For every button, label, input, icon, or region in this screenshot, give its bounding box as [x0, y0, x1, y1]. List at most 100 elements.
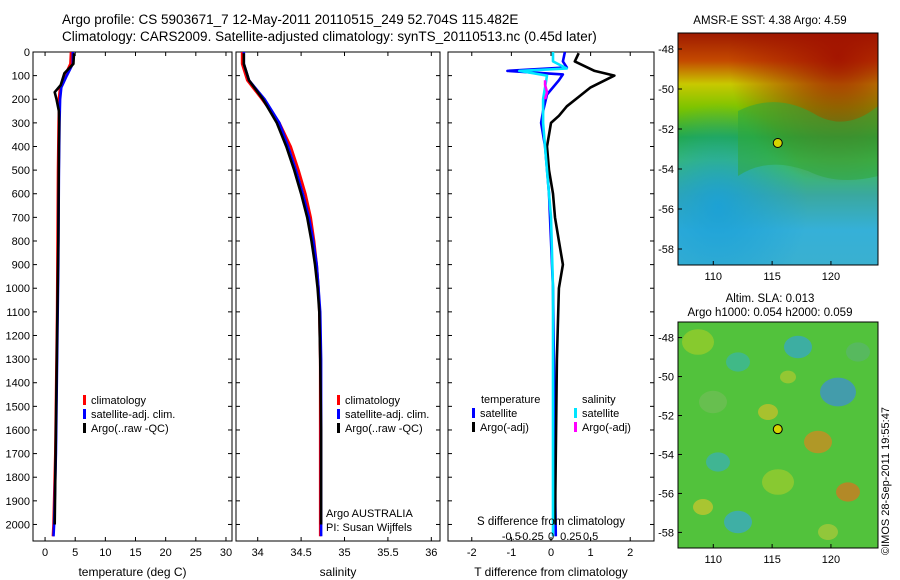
legend-label-diff-temperature: Argo(-adj) [480, 422, 529, 434]
y-tick-label: 900 [12, 260, 30, 272]
map-y-tick-label: -54 [658, 449, 674, 461]
y-tick-label: 0 [24, 47, 30, 59]
x-tick-label-temperature: 0 [42, 547, 48, 559]
x-axis-label-difference: T difference from climatology [474, 565, 628, 579]
map-x-tick-label: 115 [763, 554, 781, 566]
legend-label-diff-temperature: satellite [480, 408, 517, 420]
copyright-stamp: ©IMOS 28-Sep-2011 19:55:47 [880, 407, 892, 555]
legend-header-salinity: salinity [582, 394, 616, 406]
map-y-tick-label: -48 [658, 44, 674, 56]
legend-swatch-diff-temperature [472, 408, 475, 418]
map-frame-sst-map [677, 32, 879, 266]
series-line-difference-salinity-satellite [517, 52, 569, 537]
map-frame-sla-map [677, 321, 879, 549]
sla-anomaly-patch [693, 499, 713, 515]
y-tick-label: 700 [12, 212, 30, 224]
sla-anomaly-patch [784, 335, 812, 359]
x-tick-label-difference: 0 [548, 547, 554, 559]
x2-tick-label-difference: 0.5 [583, 531, 598, 543]
x2-axis-label-difference: S difference from climatology [477, 516, 625, 528]
legend-swatch-salinity [337, 395, 340, 405]
map-y-tick-label: -56 [658, 204, 674, 216]
map-x-tick-label: 120 [822, 554, 840, 566]
sst-front [738, 102, 878, 180]
x2-tick-label-difference: 0.25 [560, 531, 581, 543]
y-tick-label: 1600 [6, 425, 30, 437]
map-title-sst-map-0: AMSR-E SST: 4.38 Argo: 4.59 [693, 15, 846, 27]
sla-anomaly-patch [836, 482, 860, 502]
series-line-difference-argo-adj- [545, 52, 616, 525]
legend-swatch-salinity [337, 423, 340, 433]
y-tick-label: 500 [12, 165, 30, 177]
argo-location-marker [772, 424, 783, 435]
sla-anomaly-patch [726, 352, 750, 372]
sla-anomaly-patch [846, 342, 870, 362]
sla-anomaly-patch [780, 370, 796, 384]
y-tick-label: 1700 [6, 449, 30, 461]
x-axis-label-salinity: salinity [320, 565, 357, 579]
x-tick-label-difference: -1 [506, 547, 516, 559]
sla-anomaly-patch [699, 390, 727, 414]
y-tick-label: 800 [12, 236, 30, 248]
y-tick-label: 1300 [6, 354, 30, 366]
x2-tick-label-difference: 0 [548, 531, 554, 543]
y-tick-label: 300 [12, 118, 30, 130]
x-tick-label-temperature: 20 [160, 547, 172, 559]
x-tick-label-difference: -2 [467, 547, 477, 559]
x-tick-label-salinity: 36 [425, 547, 437, 559]
y-tick-label: 1000 [6, 283, 30, 295]
annotation-pi: PI: Susan Wijffels [326, 522, 412, 534]
y-tick-label: 200 [12, 94, 30, 106]
legend-label-diff-salinity: satellite [582, 408, 619, 420]
x-tick-label-salinity: 35.5 [377, 547, 398, 559]
series-line-temperature-argo-raw-qc- [53, 53, 76, 525]
legend-header-temperature: temperature [481, 394, 540, 406]
sla-anomaly-patch [682, 329, 714, 355]
x-axis-label-temperature: temperature (deg C) [78, 565, 186, 579]
legend-label-temperature: Argo(..raw -QC) [91, 423, 169, 435]
x-tick-label-temperature: 5 [72, 547, 78, 559]
y-tick-label: 600 [12, 189, 30, 201]
series-line-salinity-argo-raw-qc- [242, 53, 323, 525]
y-tick-label: 2000 [6, 519, 30, 531]
x-tick-label-salinity: 35 [338, 547, 350, 559]
map-y-tick-label: -58 [658, 527, 674, 539]
sla-anomaly-patch [820, 377, 856, 407]
legend-label-diff-salinity: Argo(-adj) [582, 422, 631, 434]
map-y-tick-label: -52 [658, 124, 674, 136]
x2-tick-label-difference: -0.5 [502, 531, 521, 543]
y-tick-label: 1500 [6, 401, 30, 413]
legend-swatch-diff-salinity [574, 422, 577, 432]
sla-anomaly-patch [758, 404, 778, 420]
legend-label-salinity: satellite-adj. clim. [345, 409, 429, 421]
map-y-tick-label: -54 [658, 164, 674, 176]
map-sst-map: 110 115 120 -48 -50 -52 -54 -56 -58 AMSR-E SST: 4… [658, 15, 879, 283]
map-title-sla-map-0: Altim. SLA: 0.013 [726, 293, 815, 305]
x-tick-label-temperature: 30 [220, 547, 232, 559]
sla-anomaly-patch [706, 452, 730, 472]
map-x-tick-label: 110 [705, 271, 723, 283]
map-x-tick-label: 120 [822, 271, 840, 283]
x2-tick-label-difference: -0.25 [519, 531, 544, 543]
map-title-sla-map-1: Argo h1000: 0.054 h2000: 0.059 [688, 307, 853, 319]
legend-swatch-temperature [83, 423, 86, 433]
map-y-tick-label: -50 [658, 372, 674, 384]
y-tick-label: 1200 [6, 330, 30, 342]
y-tick-label: 1900 [6, 496, 30, 508]
argo-location-marker [772, 138, 783, 148]
chart-title-line2: Climatology: CARS2009. Satellite-adjuste… [62, 29, 597, 44]
x-tick-label-difference: 2 [627, 547, 633, 559]
legend-label-salinity: climatology [345, 395, 401, 407]
series-line-salinity-satellite-adj-clim- [242, 52, 323, 537]
legend-swatch-diff-temperature [472, 422, 475, 432]
y-tick-label: 1400 [6, 378, 30, 390]
y-tick-label: 100 [12, 71, 30, 83]
map-y-tick-label: -50 [658, 84, 674, 96]
map-y-tick-label: -52 [658, 411, 674, 423]
y-tick-label: 1100 [6, 307, 30, 319]
map-y-tick-label: -58 [658, 244, 674, 256]
legend-label-salinity: Argo(..raw -QC) [345, 423, 423, 435]
sla-anomaly-patch [818, 524, 838, 540]
map-x-tick-label: 110 [705, 554, 723, 566]
